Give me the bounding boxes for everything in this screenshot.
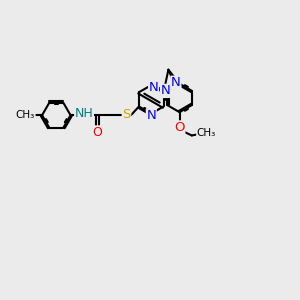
Text: NH: NH: [75, 107, 93, 120]
Text: CH₃: CH₃: [197, 128, 216, 138]
Text: N: N: [171, 76, 181, 89]
Text: N: N: [148, 81, 158, 94]
Text: O: O: [174, 121, 185, 134]
Text: O: O: [93, 126, 103, 139]
Text: CH₃: CH₃: [16, 110, 35, 120]
Text: S: S: [122, 108, 131, 121]
Text: N: N: [160, 84, 170, 98]
Text: N: N: [146, 109, 156, 122]
